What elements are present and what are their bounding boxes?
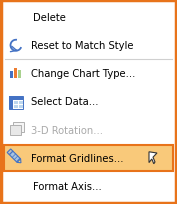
Text: Format Axis...: Format Axis... <box>33 181 102 191</box>
Bar <box>9 96 23 100</box>
Bar <box>9 96 13 109</box>
Bar <box>4 145 173 171</box>
Text: Delete: Delete <box>33 13 66 23</box>
Bar <box>14 105 18 108</box>
Bar <box>19 101 23 104</box>
Bar <box>19 105 23 108</box>
Bar <box>13 122 24 132</box>
Bar <box>10 72 13 79</box>
Polygon shape <box>149 152 157 164</box>
Bar <box>14 69 17 79</box>
Text: Format Gridlines...: Format Gridlines... <box>31 153 124 163</box>
Bar <box>10 125 21 135</box>
Text: 3-D Rotation...: 3-D Rotation... <box>31 125 103 135</box>
Text: Change Chart Type...: Change Chart Type... <box>31 69 135 79</box>
Bar <box>18 71 21 79</box>
Bar <box>14 101 18 104</box>
Polygon shape <box>9 151 21 163</box>
Text: Reset to Match Style: Reset to Match Style <box>31 41 133 51</box>
Polygon shape <box>17 159 21 163</box>
Polygon shape <box>7 149 13 155</box>
Bar <box>9 96 23 109</box>
Text: Select Data...: Select Data... <box>31 97 98 107</box>
